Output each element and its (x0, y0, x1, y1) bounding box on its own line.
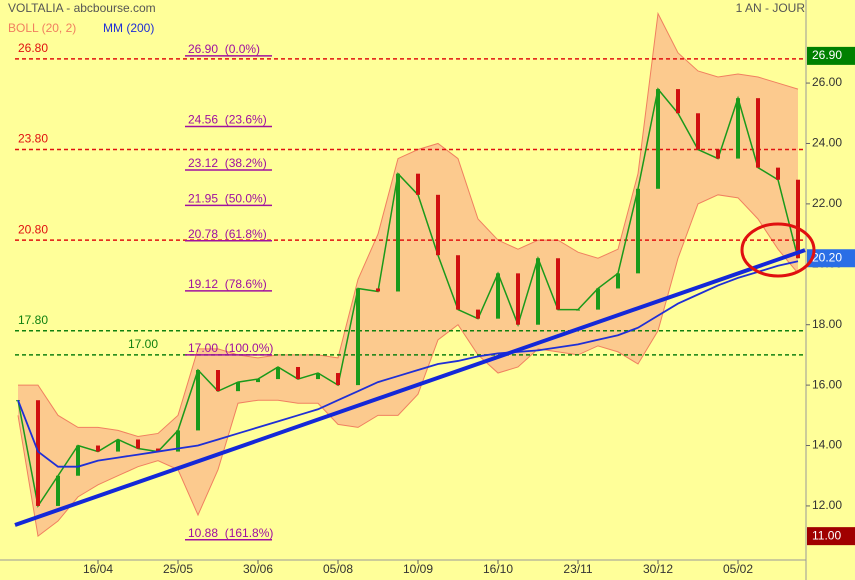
level-label: 17.00 (128, 337, 158, 351)
candle (136, 439, 140, 449)
price-tag-label: 11.00 (812, 528, 841, 542)
y-tick-label: 16.00 (812, 377, 842, 391)
y-tick-label: 18.00 (812, 317, 842, 331)
candle (776, 167, 780, 180)
x-tick-label: 05/08 (323, 562, 353, 576)
y-tick-label: 12.00 (812, 498, 842, 512)
candle (716, 149, 720, 159)
candle (616, 273, 620, 289)
candle (76, 445, 80, 476)
candle (296, 366, 300, 380)
candle (176, 430, 180, 452)
candle (196, 370, 200, 431)
candle (696, 113, 700, 150)
band-lower (17, 194, 799, 538)
ma-line (17, 260, 799, 468)
y-tick-label: 22.00 (812, 196, 842, 210)
fib-label: 10.88 (161.8%) (188, 526, 273, 540)
candle (736, 98, 740, 159)
candle (476, 309, 480, 319)
fib-label: 23.12 (38.2%) (188, 156, 267, 170)
price-line (17, 87, 799, 508)
candle (576, 309, 580, 311)
candle (276, 366, 280, 380)
candle (396, 173, 400, 292)
candle (596, 288, 600, 310)
x-tick-label: 25/05 (163, 562, 193, 576)
level-label: 26.80 (18, 41, 48, 55)
x-tick-label: 16/10 (483, 562, 513, 576)
candle (756, 98, 760, 168)
fib-label: 17.00 (100.0%) (188, 341, 273, 355)
y-tick-label: 14.00 (812, 438, 842, 452)
band-fill (18, 13, 798, 537)
fib-label: 19.12 (78.6%) (188, 277, 267, 291)
price-tag-label: 26.90 (812, 48, 842, 62)
price-tag-label: 20.20 (812, 250, 842, 264)
period: 1 AN - JOUR (736, 1, 806, 15)
candle (416, 173, 420, 195)
trendline (14, 248, 806, 527)
x-tick-label: 10/09 (403, 562, 433, 576)
candle (656, 89, 660, 189)
level-label: 17.80 (18, 313, 48, 327)
candle (636, 188, 640, 274)
candle (156, 448, 160, 452)
fib-label: 24.56 (23.6%) (188, 113, 267, 127)
y-tick-label: 24.00 (812, 136, 842, 150)
candle (96, 445, 100, 452)
candle (56, 475, 60, 506)
candle (496, 273, 500, 319)
fib-label: 21.95 (50.0%) (188, 192, 267, 206)
candle (436, 194, 440, 256)
level-label: 23.80 (18, 132, 48, 146)
candle (676, 89, 680, 114)
fib-label: 20.78 (61.8%) (188, 227, 267, 241)
price-tag (807, 527, 855, 546)
level-label: 20.80 (18, 222, 48, 236)
price-tag (807, 249, 855, 268)
candle (316, 373, 320, 380)
candle (236, 382, 240, 392)
candle (376, 288, 380, 292)
candle (216, 370, 220, 392)
candle (336, 373, 340, 386)
candle (556, 258, 560, 310)
candle (516, 273, 520, 325)
x-tick-label: 30/12 (643, 562, 673, 576)
candle (256, 379, 260, 383)
legend-ma: MM (200) (103, 21, 154, 35)
highlight-circle (740, 222, 816, 278)
x-tick-label: 16/04 (83, 562, 113, 576)
band-upper (18, 11, 799, 437)
x-tick-label: 23/11 (563, 562, 592, 576)
fib-label: 26.90 (0.0%) (188, 42, 260, 56)
candle (116, 439, 120, 452)
y-tick-label: 26.00 (812, 75, 842, 89)
candle (36, 400, 40, 506)
legend-boll: BOLL (20, 2) (8, 21, 76, 35)
chart-title: VOLTALIA - abcbourse.com (8, 1, 156, 15)
candle (456, 255, 460, 310)
candle (536, 258, 540, 325)
candle (356, 288, 360, 386)
price-tag (807, 46, 855, 65)
x-tick-label: 05/02 (723, 562, 753, 576)
x-tick-label: 30/06 (243, 562, 273, 576)
candle (796, 179, 800, 259)
